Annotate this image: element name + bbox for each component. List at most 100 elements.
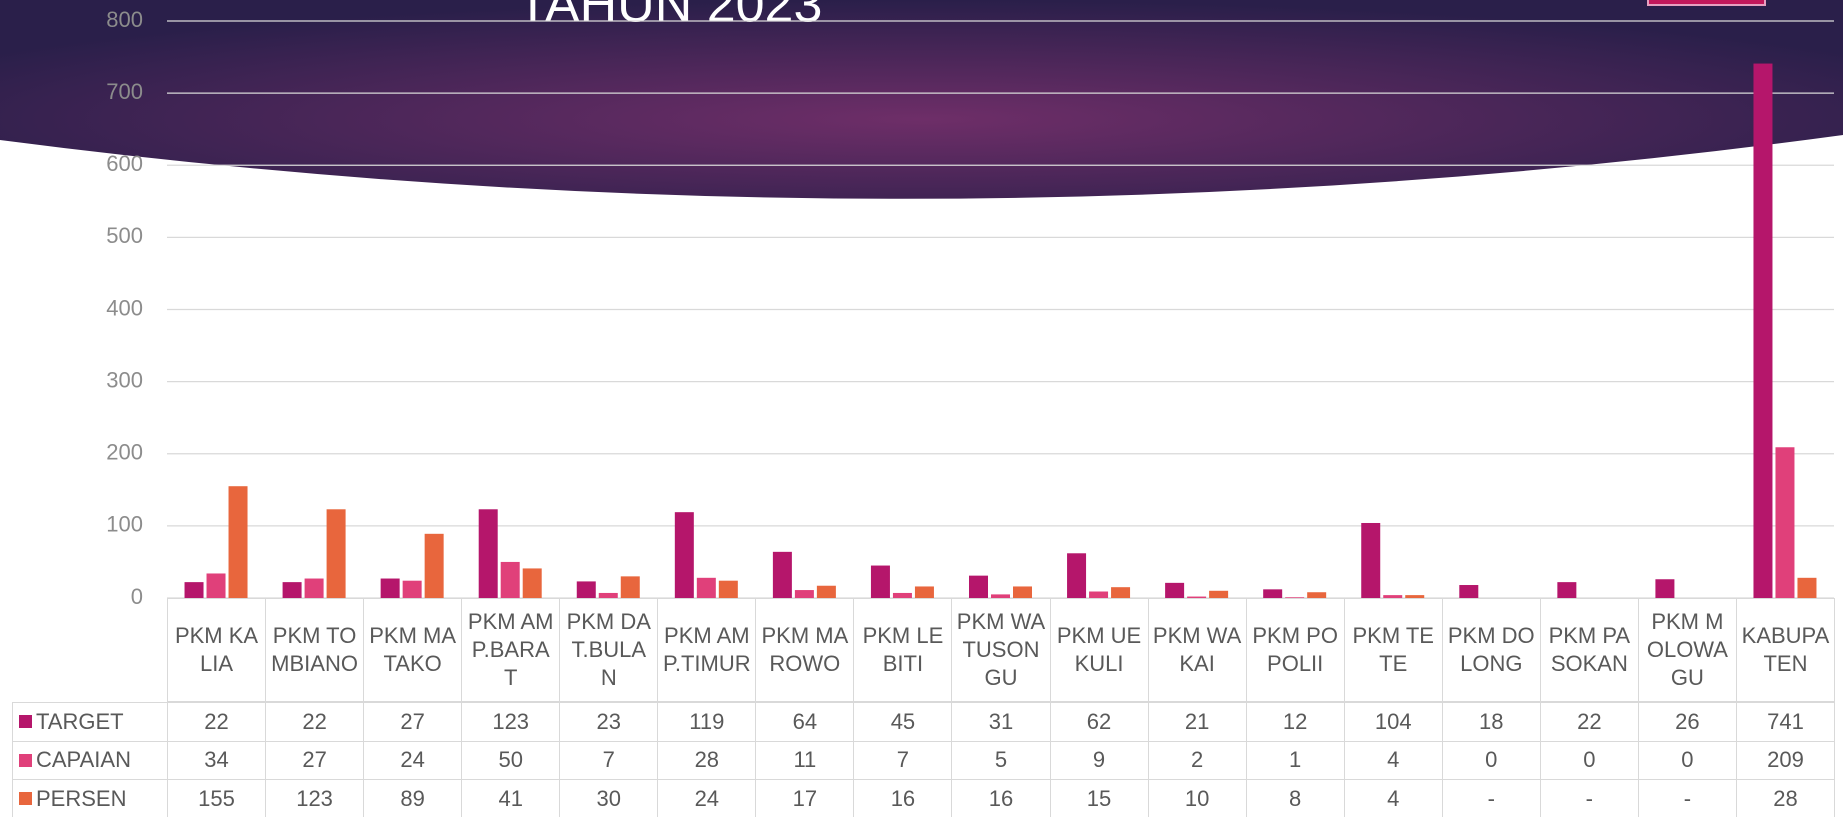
table-value: 16 [853,779,952,817]
bar [185,582,204,598]
bar [719,581,738,598]
table-value: 155 [167,779,266,817]
category-label: PKM WATUSONGU [951,598,1050,702]
table-value: 62 [1050,702,1149,742]
table-value: 7 [853,741,952,781]
table-value: 28 [1736,779,1835,817]
legend-entry: TARGET [12,702,168,742]
bar [1013,586,1032,598]
category-label: PKM LEBITI [853,598,952,702]
category-label: PKM WAKAI [1148,598,1247,702]
bar [305,579,324,598]
category-label: PKM PASOKAN [1540,598,1639,702]
bar [403,581,422,598]
table-value: 7 [559,741,658,781]
bar [577,581,596,598]
table-value: 1 [1246,741,1345,781]
category-label: PKM AMP.TIMUR [657,598,756,702]
table-value: 9 [1050,741,1149,781]
legend-label: PERSEN [36,786,126,812]
table-value: 27 [363,702,462,742]
category-label: PKM TOMBIANO [265,598,364,702]
table-value: 24 [657,779,756,817]
legend-swatch [19,754,32,767]
table-value: 22 [265,702,364,742]
bar [1797,578,1816,598]
chart-title: TAHUN 2023 [517,0,822,34]
bar [1361,523,1380,598]
y-tick-label: 300 [106,367,143,392]
table-value: 16 [951,779,1050,817]
y-tick-label: 700 [106,79,143,104]
table-value: 123 [461,702,560,742]
category-label: KABUPATEN [1736,598,1835,702]
bar [795,590,814,598]
category-label: PKM MAROWO [755,598,854,702]
table-value: 741 [1736,702,1835,742]
table-value: 0 [1442,741,1541,781]
category-label: PKM TETE [1344,598,1443,702]
y-tick-label: 200 [106,440,143,465]
table-value: 17 [755,779,854,817]
y-tick-label: 0 [131,584,143,609]
table-value: 123 [265,779,364,817]
table-value: 41 [461,779,560,817]
table-value: - [1442,779,1541,817]
table-value: 21 [1148,702,1247,742]
bar [1655,579,1674,598]
category-label: PKM MOLOWAGU [1638,598,1737,702]
table-value: 4 [1344,741,1443,781]
table-value: 0 [1638,741,1737,781]
table-value: 0 [1540,741,1639,781]
table-value: 22 [167,702,266,742]
table-value: 34 [167,741,266,781]
y-tick-label: 800 [106,7,143,32]
table-value: 24 [363,741,462,781]
bar [697,578,716,598]
category-label: PKM DAT.BULAN [559,598,658,702]
table-value: 64 [755,702,854,742]
bar [675,512,694,598]
bar [1111,587,1130,598]
table-value: 30 [559,779,658,817]
table-value: 15 [1050,779,1149,817]
bar [327,509,346,598]
table-value: 119 [657,702,756,742]
category-label: PKM KALIA [167,598,266,702]
category-label: PKM UEKULI [1050,598,1149,702]
bar [969,576,988,598]
bar [621,576,640,598]
bar [871,566,890,598]
legend-swatch [19,792,32,805]
bar [1263,589,1282,598]
bar [381,579,400,598]
bar [501,562,520,598]
legend-label: CAPAIAN [36,747,131,773]
table-value: 209 [1736,741,1835,781]
bar [479,509,498,598]
table-value: 2 [1148,741,1247,781]
bar [1067,553,1086,598]
bar [773,552,792,598]
bar [207,573,226,598]
bar [1753,64,1772,598]
bar [1209,591,1228,598]
legend-swatch [19,715,32,728]
table-value: 18 [1442,702,1541,742]
table-value: 27 [265,741,364,781]
bar [1557,582,1576,598]
bar [425,534,444,598]
table-value: 5 [951,741,1050,781]
category-label: PKM DOLONG [1442,598,1541,702]
table-value: 104 [1344,702,1443,742]
y-tick-label: 500 [106,223,143,248]
legend-entry: CAPAIAN [12,741,168,781]
y-tick-label: 100 [106,512,143,537]
category-label: PKM MATAKO [363,598,462,702]
table-value: - [1540,779,1639,817]
header-band [0,0,1843,199]
bar [915,586,934,598]
y-tick-label: 400 [106,295,143,320]
table-value: 31 [951,702,1050,742]
bar [1459,585,1478,598]
